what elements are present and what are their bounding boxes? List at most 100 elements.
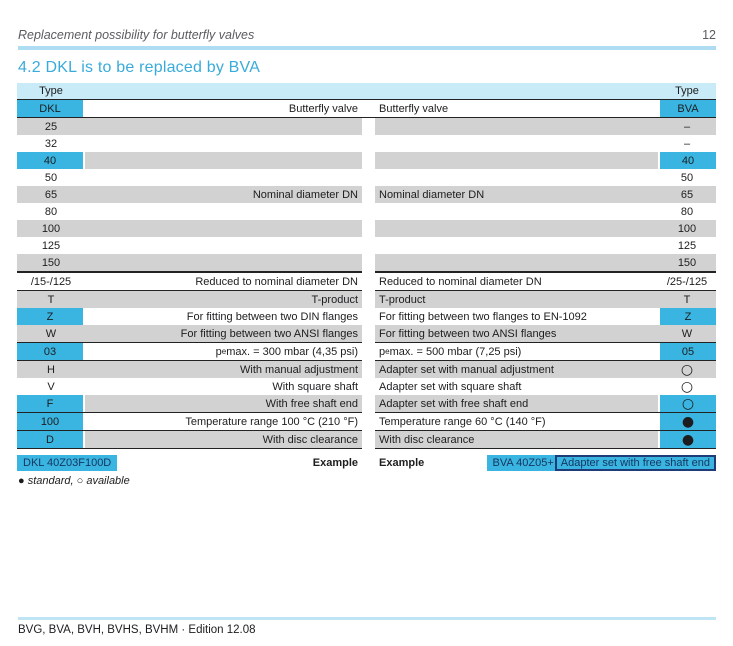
dkl-desc-cell: With disc clearance (262, 433, 358, 446)
bva-type-cell: 125 (677, 239, 697, 252)
availability-symbol-cell: ● (658, 413, 716, 430)
dkl-type-cell: 65 (44, 188, 58, 201)
table-row: H With manual adjustment Adapter set with … (17, 361, 716, 378)
bva-type-cell: 40 (658, 152, 716, 169)
table-gap (362, 378, 375, 395)
table-gap (362, 254, 375, 271)
table-row: 03 p e max. = 300 mbar (4,35 psi) p e max. =… (17, 343, 716, 360)
section-rule (17, 342, 716, 343)
bva-desc-cell (375, 254, 658, 271)
bva-desc-cell (375, 135, 658, 152)
dkl-desc-cell (85, 254, 362, 271)
dkl-type-cell: 80 (44, 205, 58, 218)
availability-symbol-cell: ○ (680, 361, 694, 378)
table-row: 80 80 (17, 203, 716, 220)
bva-type-cell: 05 (658, 343, 716, 360)
bva-desc-cell: Adapter set with manual adjustment (379, 363, 554, 376)
dkl-type-cell: W (45, 327, 57, 340)
dkl-type-cell: H (47, 363, 55, 376)
bva-type-cell: 80 (680, 205, 694, 218)
dkl-desc-cell (85, 152, 362, 169)
table-row: 150 150 (17, 254, 716, 271)
bva-type-cell: – (683, 137, 691, 150)
dkl-type-cell: F (17, 395, 85, 412)
dkl-type-cell: 50 (44, 171, 58, 184)
example-label-left: Example (312, 457, 358, 469)
section-title: 4.2 DKL is to be replaced by BVA (18, 59, 261, 76)
dkl-desc-cell (85, 220, 362, 237)
table-row: 50 50 (17, 169, 716, 186)
type-header-band: Type Type (17, 83, 716, 99)
running-header-title: Replacement possibility for butterfly va… (18, 28, 255, 42)
example-row: DKL 40Z03F100D Example Example BVA 40Z05… (17, 453, 716, 473)
dkl-type-cell: V (47, 380, 55, 393)
bva-type-cell: /25-/125 (666, 275, 708, 288)
table-row: 100 Temperature range 100 °C (210 °F) Temp… (17, 413, 716, 430)
bva-example-adapter-box: Adapter set with free shaft end (554, 455, 716, 471)
bva-desc-cell: Temperature range 60 °C (140 °F) (379, 415, 546, 428)
availability-symbol-cell: ○ (680, 378, 694, 395)
dkl-type-cell: 40 (17, 152, 85, 169)
type-header-left: Type (39, 85, 63, 97)
table-gap (362, 343, 375, 360)
dkl-desc-cell: Reduced to nominal diameter DN (195, 275, 358, 288)
bva-type-cell: 50 (680, 171, 694, 184)
dkl-type-cell: 25 (44, 120, 58, 133)
bva-type-cell: T (683, 293, 691, 306)
table-row: 125 125 (17, 237, 716, 254)
bva-desc-cell: Reduced to nominal diameter DN (379, 275, 542, 288)
table-row: D With disc clearance With disc clearance ● (17, 431, 716, 448)
bva-type-cell: 100 (677, 222, 697, 235)
dkl-desc-cell: Temperature range 100 °C (210 °F) (185, 415, 358, 428)
dkl-desc-cell: For fitting between two ANSI flanges (180, 327, 358, 340)
bva-desc-cell: With disc clearance (379, 433, 475, 446)
table-row: 40 40 (17, 152, 716, 169)
header-divider (18, 46, 716, 50)
bva-type-cell: W (681, 327, 693, 340)
section-rule (17, 430, 716, 431)
dkl-desc-cell (85, 118, 362, 135)
dkl-type-cell: /15-/125 (30, 275, 72, 288)
bva-desc-cell: T-product (379, 293, 426, 306)
bva-example-chip: BVA 40Z05+ Adapter set with free shaft e… (486, 455, 716, 471)
table-gap (362, 431, 375, 448)
footer-text: BVG, BVA, BVH, BVHS, BVHM · Edition 12.0… (18, 624, 256, 636)
dkl-example-code: DKL 40Z03F100D (17, 455, 118, 471)
dkl-type-cell: 150 (41, 256, 61, 269)
dkl-desc-cell: Nominal diameter DN (252, 188, 358, 201)
dkl-desc-cell: With free shaft end (265, 397, 358, 410)
table-row: V With square shaft Adapter set with squar… (17, 378, 716, 395)
dkl-desc-cell (85, 203, 362, 220)
dkl-type-cell: 100 (41, 222, 61, 235)
bva-type-cell: – (683, 120, 691, 133)
dkl-desc-cell: Butterfly valve (288, 102, 358, 115)
replacement-table: Type Type DKL Butterfly valve Butterfly … (17, 83, 716, 473)
dkl-type-cell: D (17, 431, 85, 448)
table-body: 25 – 32 – 40 40 50 50 65 Nominal diameter DN Nomin… (17, 118, 716, 449)
table-gap (362, 413, 375, 430)
bva-desc-cell: Adapter set with square shaft (379, 380, 522, 393)
table-row: Z For fitting between two DIN flanges For … (17, 308, 716, 325)
table-row: 25 – (17, 118, 716, 135)
table-rule (17, 99, 716, 100)
bva-desc-cell (375, 220, 658, 237)
dkl-desc-cell (85, 169, 362, 186)
dkl-desc-cell: With square shaft (272, 380, 358, 393)
bva-desc-cell: Nominal diameter DN (379, 188, 485, 201)
bva-desc-cell (375, 118, 658, 135)
table-gap (362, 361, 375, 378)
bva-desc-cell (375, 237, 658, 254)
bva-example-code: BVA 40Z05+ (492, 457, 554, 469)
table-gap (362, 186, 375, 203)
dkl-desc-cell: For fitting between two DIN flanges (186, 310, 358, 323)
table-gap (362, 308, 375, 325)
section-rule (17, 360, 716, 361)
dkl-type-cell: Z (17, 308, 85, 325)
table-gap (362, 237, 375, 254)
bva-desc-cell (375, 203, 658, 220)
table-gap (362, 291, 375, 308)
dkl-type-cell: T (47, 293, 55, 306)
bva-desc-cell: For fitting between two ANSI flanges (379, 327, 557, 340)
